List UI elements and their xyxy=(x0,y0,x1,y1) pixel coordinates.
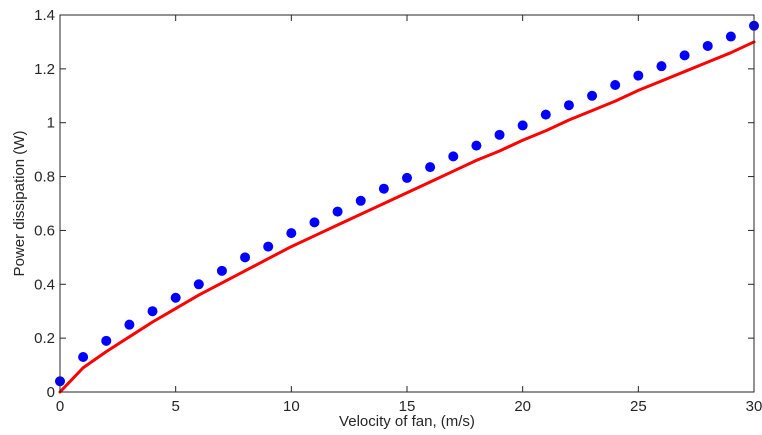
x-tick-label: 30 xyxy=(746,398,762,415)
data-point xyxy=(425,162,436,173)
y-tick-label: 0.8 xyxy=(34,169,55,186)
data-point xyxy=(540,109,551,120)
x-tick-label: 15 xyxy=(399,398,416,415)
x-tick-label: 5 xyxy=(171,398,179,415)
data-point xyxy=(402,172,412,183)
data-point xyxy=(193,279,204,290)
y-tick-label: 0.2 xyxy=(34,330,55,347)
data-point xyxy=(124,319,135,330)
data-point xyxy=(563,100,574,111)
data-point xyxy=(355,195,366,206)
x-tick-label: 0 xyxy=(56,398,64,415)
data-point xyxy=(610,80,621,91)
plot-area xyxy=(60,15,754,392)
y-tick-label: 1.4 xyxy=(34,7,55,24)
data-point xyxy=(332,206,343,217)
y-tick-label: 0.6 xyxy=(34,222,55,239)
y-tick-label: 0 xyxy=(47,384,55,401)
data-point xyxy=(101,335,112,346)
data-point xyxy=(263,241,274,252)
y-axis-label: Power dissipation (W) xyxy=(11,131,28,277)
data-point xyxy=(240,252,251,263)
plot-background xyxy=(60,15,754,392)
data-point xyxy=(170,292,181,303)
y-tick-label: 1.2 xyxy=(34,61,55,78)
y-tick-label: 0.4 xyxy=(34,276,55,293)
data-point xyxy=(725,31,736,42)
x-tick-label: 25 xyxy=(630,398,647,415)
series-line xyxy=(58,40,756,394)
x-tick-label: 20 xyxy=(514,398,531,415)
data-point xyxy=(517,120,528,131)
data-point xyxy=(286,228,297,239)
y-tick-label: 1 xyxy=(47,115,55,132)
data-point xyxy=(656,61,667,72)
data-point xyxy=(494,129,505,140)
data-point xyxy=(216,265,227,276)
data-point xyxy=(448,151,459,162)
data-point xyxy=(471,140,482,151)
x-axis-label: Velocity of fan, (m/s) xyxy=(339,413,475,430)
x-axis-ticks: 0 5 10 15 20 25 30 xyxy=(56,15,762,415)
data-point xyxy=(633,70,644,81)
y-axis-ticks: 0 0.2 0.4 0.6 0.8 1 1.2 1.4 xyxy=(34,7,754,401)
data-point xyxy=(702,40,713,51)
data-point xyxy=(147,306,158,317)
marker-series xyxy=(55,20,759,387)
data-point xyxy=(309,217,320,228)
data-point xyxy=(587,90,598,101)
line-series xyxy=(58,40,756,394)
data-point xyxy=(679,50,690,61)
x-tick-label: 10 xyxy=(283,398,300,415)
data-point xyxy=(78,351,89,362)
data-point xyxy=(378,183,389,194)
